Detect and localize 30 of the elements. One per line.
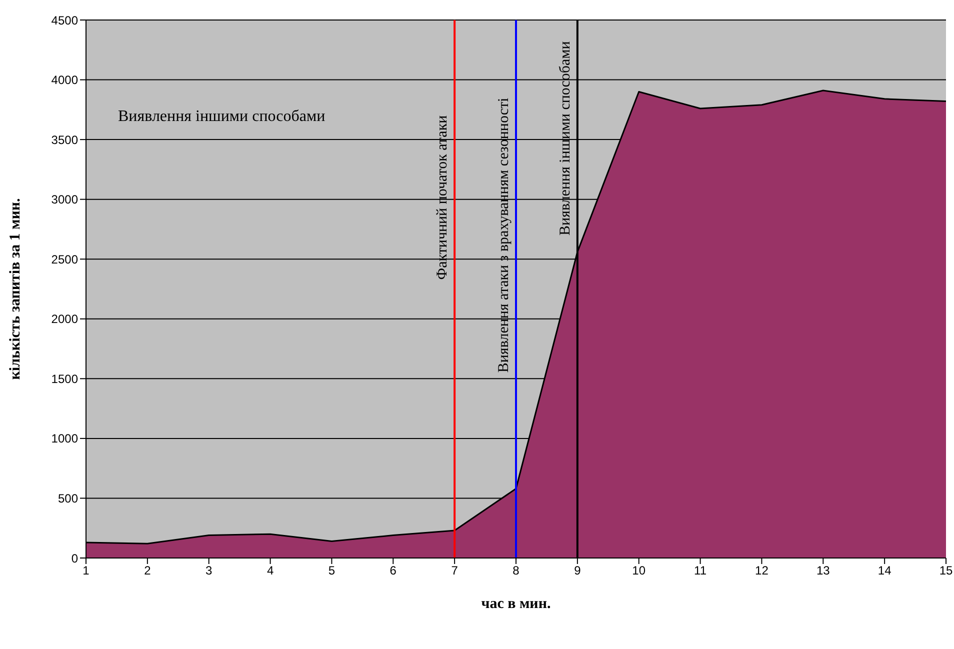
x-tick-label: 15: [939, 564, 953, 578]
ref-line-label: Виявлення іншими способами: [557, 41, 574, 236]
x-tick-label: 14: [878, 564, 892, 578]
x-tick-label: 5: [328, 564, 336, 578]
y-tick-label: 500: [58, 491, 78, 506]
y-tick-label: 4000: [51, 73, 78, 88]
y-tick-label: 4500: [51, 13, 78, 28]
y-tick-label: 1500: [51, 372, 78, 386]
x-tick-label: 12: [755, 564, 769, 578]
annotation: Виявлення іншими способами: [118, 108, 326, 126]
y-tick-label: 3500: [51, 132, 78, 147]
x-tick-label: 13: [816, 564, 830, 578]
y-tick-label: 2500: [51, 252, 78, 266]
x-tick-label: 10: [632, 564, 646, 578]
x-tick-label: 1: [82, 564, 90, 578]
y-tick-label: 2000: [51, 312, 78, 326]
x-tick-label: 8: [512, 564, 520, 578]
x-tick-label: 11: [694, 564, 707, 578]
x-tick-label: 2: [144, 564, 152, 578]
ref-line-label: Фактичний початок атаки: [434, 115, 451, 280]
y-tick-label: 3000: [51, 192, 78, 207]
x-tick-label: 6: [390, 564, 397, 578]
x-tick-label: 4: [266, 564, 274, 578]
y-tick-label: 0: [71, 551, 78, 566]
x-tick-label: 9: [574, 564, 582, 578]
x-tick-label: 3: [206, 564, 213, 578]
x-axis-title: час в мин.: [481, 596, 551, 612]
y-axis-title: кількість запитів за 1 мин.: [7, 198, 24, 380]
y-tick-label: 1000: [51, 432, 78, 446]
x-tick-label: 7: [451, 564, 458, 578]
